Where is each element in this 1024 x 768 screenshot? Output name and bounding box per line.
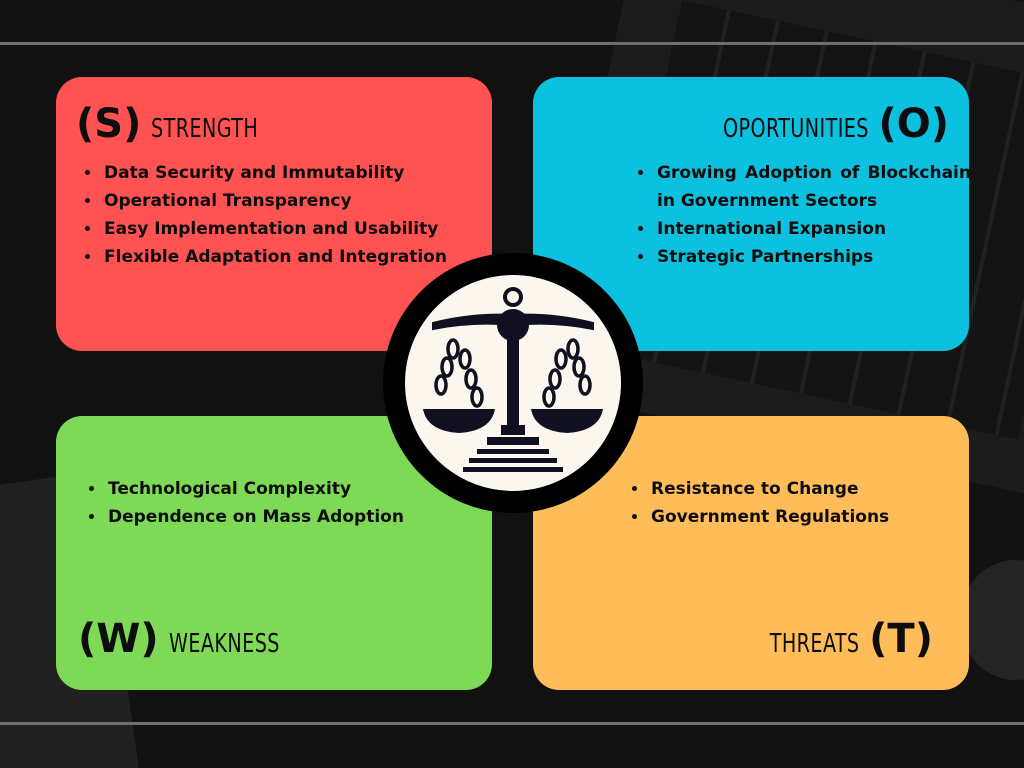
threats-heading: THREATS (T) — [750, 616, 933, 662]
opportunities-letter: (O) — [878, 101, 949, 147]
threats-list: Resistance to Change Government Regulati… — [627, 475, 979, 531]
opportunities-heading: OPORTUNITIES (O) — [691, 101, 949, 147]
list-item: Data Security and Immutability — [102, 159, 502, 187]
list-item: Resistance to Change — [649, 475, 979, 503]
weakness-letter: (W) — [78, 616, 159, 662]
top-divider — [0, 42, 1024, 45]
list-item: Government Regulations — [649, 503, 979, 531]
opportunities-list: Growing Adoption of Blockchain in Govern… — [633, 159, 971, 271]
center-emblem — [383, 253, 643, 513]
list-item: International Expansion — [655, 215, 971, 243]
strength-heading: (S) STRENGTH — [76, 101, 282, 147]
list-item: Flexible Adaptation and Integration — [102, 243, 502, 271]
bottom-divider — [0, 722, 1024, 725]
opportunities-card: OPORTUNITIES (O) Growing Adoption of Blo… — [533, 77, 971, 351]
list-item: Technological Complexity — [106, 475, 496, 503]
scales-of-justice-icon — [423, 287, 603, 472]
threats-title: THREATS — [769, 629, 860, 659]
list-item: Strategic Partnerships — [655, 243, 971, 271]
strength-list: Data Security and Immutability Operation… — [80, 159, 502, 271]
threats-letter: (T) — [869, 616, 933, 662]
list-item: Growing Adoption of Blockchain in Govern… — [655, 159, 971, 215]
list-item: Easy Implementation and Usability — [102, 215, 502, 243]
weakness-title: WEAKNESS — [168, 629, 280, 659]
list-item: Dependence on Mass Adoption — [106, 503, 496, 531]
strength-letter: (S) — [76, 101, 142, 147]
opportunities-title: OPORTUNITIES — [722, 114, 869, 144]
strength-title: STRENGTH — [151, 114, 259, 144]
list-item: Operational Transparency — [102, 187, 502, 215]
weakness-list: Technological Complexity Dependence on M… — [84, 475, 496, 531]
weakness-heading: (W) WEAKNESS — [78, 616, 304, 662]
